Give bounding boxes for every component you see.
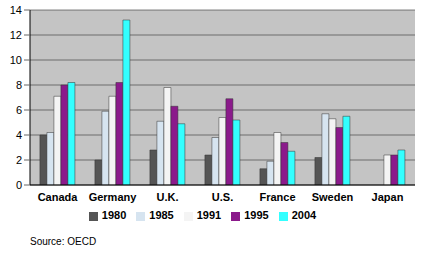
html-text:1980: 1980 [101, 209, 127, 221]
html-text:Source: OECD: Source: OECD [30, 236, 97, 247]
svg-text:Germany: Germany [89, 191, 138, 203]
svg-text:Canada: Canada [38, 191, 79, 203]
svg-text:0: 0 [16, 179, 22, 191]
html-text:1985: 1985 [149, 209, 174, 221]
html-text:2004: 2004 [291, 209, 317, 221]
html-text:1991: 1991 [196, 209, 222, 221]
svg-text:6: 6 [16, 104, 22, 116]
svg-text:2: 2 [16, 154, 22, 166]
svg-text:4: 4 [16, 129, 22, 141]
svg-text:8: 8 [16, 79, 22, 91]
svg-text:12: 12 [10, 29, 22, 41]
svg-text:Japan: Japan [372, 191, 404, 203]
svg-text:U.S.: U.S. [212, 191, 233, 203]
svg-text:U.K.: U.K. [157, 191, 179, 203]
svg-text:14: 14 [10, 4, 22, 16]
svg-text:10: 10 [10, 54, 22, 66]
svg-text:Sweden: Sweden [312, 191, 354, 203]
svg-text:France: France [259, 191, 295, 203]
html-text:1995: 1995 [244, 209, 269, 221]
